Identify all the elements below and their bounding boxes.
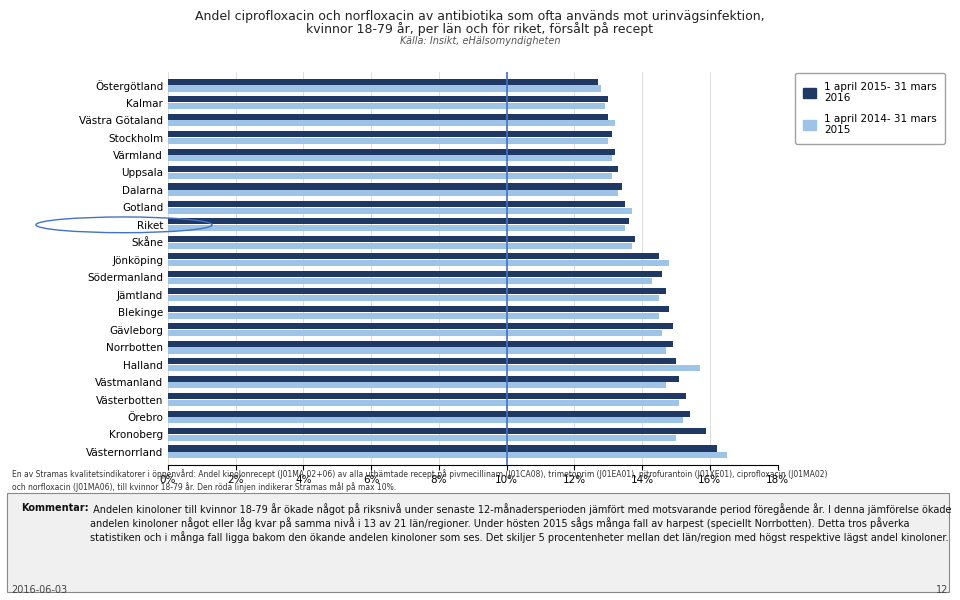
Text: och norfloxacin (J01MA06), till kvinnor 18-79 år. Den röda linjen indikerar Stra: och norfloxacin (J01MA06), till kvinnor …	[12, 482, 396, 492]
Bar	[168, 236, 636, 242]
Bar	[168, 418, 683, 424]
Text: Källa: Insikt, eHälsomyndigheten: Källa: Insikt, eHälsomyndigheten	[399, 36, 561, 46]
Bar	[168, 445, 716, 452]
Bar	[168, 242, 632, 249]
Bar	[168, 79, 598, 85]
Bar	[168, 393, 686, 399]
Text: 12: 12	[936, 585, 948, 595]
Bar	[168, 208, 632, 214]
Bar	[168, 313, 660, 319]
Bar	[168, 131, 612, 137]
Text: kvinnor 18-79 år, per län och för riket, försålt på recept: kvinnor 18-79 år, per län och för riket,…	[306, 22, 654, 36]
Bar	[168, 103, 605, 109]
Bar	[168, 225, 625, 231]
Bar	[168, 306, 669, 312]
Bar	[168, 113, 609, 119]
Bar	[168, 295, 660, 301]
Bar	[168, 155, 612, 161]
Bar	[168, 376, 680, 382]
Bar	[168, 428, 707, 434]
Bar	[168, 201, 625, 207]
Text: 2016-06-03: 2016-06-03	[12, 585, 67, 595]
Text: En av Stramas kvalitetsindikatorer i öppenvård: Andel kinolonrecept (J01MA 02+06: En av Stramas kvalitetsindikatorer i öpp…	[12, 469, 827, 479]
Bar	[168, 323, 673, 329]
Bar	[168, 341, 673, 347]
Text: Andel ciprofloxacin och norfloxacin av antibiotika som ofta används mot urinvägs: Andel ciprofloxacin och norfloxacin av a…	[195, 10, 765, 23]
Bar	[168, 218, 629, 224]
Bar	[168, 400, 680, 406]
Bar	[168, 358, 676, 364]
Bar	[168, 410, 689, 416]
Bar	[168, 190, 618, 196]
Bar	[168, 452, 727, 458]
Bar	[168, 184, 622, 190]
Bar	[168, 85, 602, 92]
Bar	[168, 138, 609, 144]
Legend: 1 april 2015- 31 mars
2016, 1 april 2014- 31 mars
2015: 1 april 2015- 31 mars 2016, 1 april 2014…	[795, 73, 946, 143]
Bar	[168, 166, 618, 172]
Bar	[168, 149, 615, 155]
Bar	[168, 330, 662, 336]
Bar	[168, 365, 700, 371]
Bar	[168, 435, 676, 441]
Bar	[168, 253, 660, 259]
Bar	[168, 347, 666, 353]
Bar	[168, 271, 662, 277]
Bar	[168, 278, 652, 284]
Bar	[168, 121, 615, 127]
Bar	[168, 288, 666, 295]
Bar	[168, 173, 612, 179]
Text: Kommentar:: Kommentar:	[21, 503, 88, 514]
Bar	[168, 260, 669, 266]
Bar	[168, 382, 666, 388]
Text: Andelen kinoloner till kvinnor 18-79 år ökade något på riksnivå under senaste 12: Andelen kinoloner till kvinnor 18-79 år …	[90, 503, 951, 543]
Bar	[168, 96, 609, 102]
